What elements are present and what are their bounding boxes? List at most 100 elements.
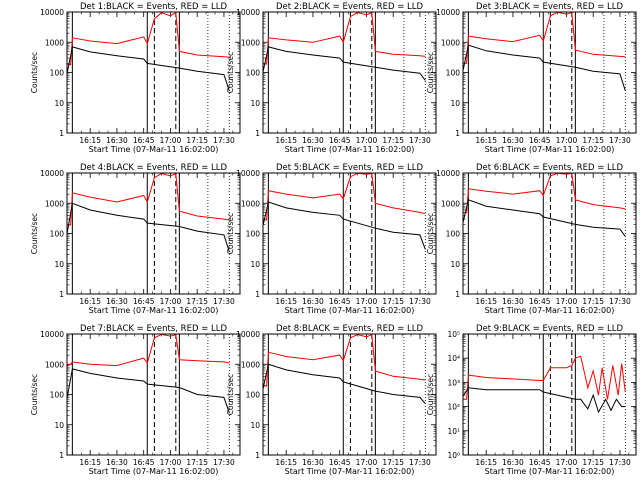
series-line-black	[67, 202, 230, 252]
y-tick-label: 10000	[436, 8, 460, 17]
x-tick-label: 17:30	[609, 458, 631, 467]
series-line-red	[263, 334, 426, 387]
y-tick-label: 1000	[441, 38, 460, 47]
x-tick-label: 16:15	[475, 297, 497, 306]
x-tick-label: 17:15	[582, 297, 604, 306]
plot-frame	[462, 172, 637, 295]
y-tick-label: 10	[250, 99, 260, 108]
y-tick-label: 10000	[40, 169, 64, 178]
y-tick-label: 10	[54, 260, 64, 269]
detector-panel-3: Det 3:BLACK = Events, RED = LLD 1 10 100 100…	[426, 2, 637, 154]
x-axis-label: Start Time (07-Mar-11 16:02:00)	[89, 306, 219, 315]
detector-panel-2: Det 2:BLACK = Events, RED = LLD 1 10 100 100…	[226, 2, 437, 154]
detector-panel-5: Det 5:BLACK = Events, RED = LLD 1 10 100 100…	[226, 163, 437, 315]
series-line-black	[463, 44, 626, 91]
plot-frame	[262, 172, 437, 295]
y-tick-label: 10000	[40, 8, 64, 17]
y-tick-label: 10⁵	[447, 330, 460, 339]
y-axis-label: Counts/sec	[426, 213, 435, 254]
series-line-red	[463, 355, 626, 400]
panel-title: Det 8:BLACK = Events, RED = LLD	[276, 324, 424, 334]
x-tick-label: 16:30	[502, 458, 524, 467]
x-tick-label: 17:30	[409, 136, 431, 145]
y-tick-label: 10000	[236, 330, 260, 339]
series-group	[67, 173, 230, 252]
y-tick-label: 1	[59, 451, 64, 460]
series-line-black	[263, 363, 426, 404]
x-tick-label: 16:45	[329, 136, 351, 145]
plot-frame	[462, 11, 637, 134]
detector-panel-8: Det 8:BLACK = Events, RED = LLD 1 10 100 100…	[226, 324, 437, 476]
x-tick-label: 16:45	[529, 136, 551, 145]
detector-panel-6: Det 6:BLACK = Events, RED = LLD 1 10 100 100…	[426, 163, 637, 315]
x-tick-label: 16:45	[529, 458, 551, 467]
y-axis-label: Counts/sec	[30, 213, 39, 254]
y-tick-label: 10²	[447, 403, 460, 412]
y-tick-label: 10⁰	[447, 451, 460, 460]
x-axis-label: Start Time (07-Mar-11 16:02:00)	[89, 145, 219, 154]
x-tick-label: 16:30	[302, 458, 324, 467]
y-tick-label: 10	[450, 99, 460, 108]
detector-panel-4: Det 4:BLACK = Events, RED = LLD 1 10 100 100…	[30, 163, 241, 315]
series-group	[263, 173, 426, 250]
x-tick-label: 17:00	[356, 458, 378, 467]
y-tick-label: 1	[59, 290, 64, 299]
x-tick-label: 17:00	[556, 458, 578, 467]
x-tick-label: 17:15	[186, 458, 208, 467]
x-tick-label: 17:15	[382, 297, 404, 306]
series-group	[463, 12, 626, 91]
x-axis-label: Start Time (07-Mar-11 16:02:00)	[89, 467, 219, 476]
x-tick-label: 17:30	[609, 136, 631, 145]
panel-title: Det 5:BLACK = Events, RED = LLD	[276, 163, 424, 173]
y-tick-label: 10	[250, 260, 260, 269]
series-line-red	[263, 12, 426, 65]
y-tick-label: 100	[446, 69, 461, 78]
x-tick-label: 16:30	[302, 297, 324, 306]
panel-title: Det 3:BLACK = Events, RED = LLD	[476, 2, 624, 12]
x-tick-label: 17:00	[160, 297, 182, 306]
y-tick-label: 1000	[45, 38, 64, 47]
x-tick-label: 16:15	[79, 458, 101, 467]
y-tick-label: 100	[50, 391, 65, 400]
y-axis-label: Counts/sec	[226, 213, 235, 254]
series-line-black	[463, 199, 626, 237]
y-tick-label: 1	[455, 129, 460, 138]
y-tick-label: 1000	[45, 360, 64, 369]
series-group	[463, 173, 626, 237]
y-tick-label: 1000	[241, 360, 260, 369]
x-axis-label: Start Time (07-Mar-11 16:02:00)	[285, 145, 415, 154]
series-line-red	[263, 173, 426, 221]
series-group	[463, 355, 626, 414]
y-tick-label: 100	[246, 391, 261, 400]
plot-frame	[66, 11, 241, 134]
reference-lines	[71, 334, 230, 455]
y-tick-label: 10	[54, 99, 64, 108]
series-line-red	[463, 173, 626, 214]
series-group	[263, 334, 426, 404]
plot-frame	[262, 11, 437, 134]
x-axis-label: Start Time (07-Mar-11 16:02:00)	[285, 467, 415, 476]
y-axis-label: Counts/sec	[30, 52, 39, 93]
y-tick-label: 10000	[236, 8, 260, 17]
y-tick-label: 10000	[236, 169, 260, 178]
panel-title: Det 4:BLACK = Events, RED = LLD	[80, 163, 228, 173]
y-axis-label: Counts/sec	[226, 52, 235, 93]
y-tick-label: 10000	[40, 330, 64, 339]
x-tick-label: 17:30	[213, 458, 235, 467]
panel-title: Det 1:BLACK = Events, RED = LLD	[80, 2, 228, 12]
reference-lines	[267, 12, 426, 133]
series-line-black	[67, 368, 230, 413]
series-line-black	[263, 201, 426, 250]
y-tick-label: 10	[450, 260, 460, 269]
y-tick-label: 10¹	[447, 427, 460, 436]
y-tick-label: 1000	[441, 199, 460, 208]
reference-lines	[467, 173, 626, 294]
y-tick-label: 100	[246, 69, 261, 78]
series-group	[263, 12, 426, 81]
panel-title: Det 6:BLACK = Events, RED = LLD	[476, 163, 624, 173]
x-tick-label: 17:15	[186, 136, 208, 145]
x-axis-label: Start Time (07-Mar-11 16:02:00)	[285, 306, 415, 315]
plot-frame	[66, 333, 241, 456]
x-tick-label: 17:00	[356, 297, 378, 306]
series-line-black	[67, 46, 230, 91]
